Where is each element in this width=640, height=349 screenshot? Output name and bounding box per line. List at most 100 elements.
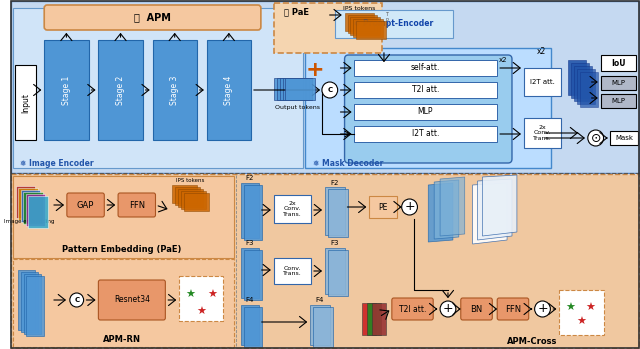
Text: F2: F2 [330,180,339,186]
Bar [282,78,312,100]
Text: +: + [306,60,324,80]
Text: IPS tokens: IPS tokens [176,178,204,183]
Bar [244,185,262,240]
Text: ★: ★ [207,290,218,300]
Text: T2I att.: T2I att. [412,86,439,95]
Bar [26,194,45,226]
Text: Pattern Embedding (PaE): Pattern Embedding (PaE) [62,245,182,254]
Text: Mask: Mask [615,135,633,141]
Bar [577,69,595,104]
Text: MLP: MLP [611,98,625,104]
Bar [184,193,209,211]
Text: ❅ Prompt-Encoder: ❅ Prompt-Encoder [354,20,433,29]
Bar [179,276,223,321]
Text: C: C [327,87,332,93]
Text: Stage 1: Stage 1 [62,75,71,105]
Text: ❅ Image Encoder: ❅ Image Encoder [20,158,93,168]
Bar [355,104,497,120]
Text: IPS tokens: IPS tokens [343,7,376,12]
Text: x2: x2 [537,47,546,57]
Bar [276,78,306,100]
Bar [44,40,88,140]
Text: ★: ★ [185,290,195,300]
Bar [11,174,639,348]
Bar [568,60,586,95]
Bar [280,78,309,100]
Bar [559,290,604,335]
Text: 🔥 PaE: 🔥 PaE [284,7,308,16]
Bar [285,78,315,100]
Bar [274,78,303,100]
Bar [351,17,380,35]
Circle shape [440,301,456,317]
Circle shape [322,82,338,98]
Circle shape [534,301,550,317]
FancyBboxPatch shape [67,193,104,217]
Bar [524,68,561,96]
Text: T
P
S: T P S [385,12,388,28]
Bar [207,40,251,140]
FancyBboxPatch shape [392,298,433,320]
Bar [13,176,234,258]
Text: ★: ★ [196,307,207,317]
Bar [20,272,38,332]
Bar [574,66,592,101]
Text: MLP: MLP [417,107,433,117]
Bar [328,250,348,296]
Text: 🔥  APM: 🔥 APM [134,13,171,22]
Bar [313,307,333,347]
Bar [274,258,311,284]
Bar [241,305,259,345]
Text: APM-RN: APM-RN [103,335,141,344]
Bar [611,131,638,145]
Bar [325,187,344,235]
Bar [15,65,36,140]
Bar [178,189,203,207]
Bar [11,1,639,173]
Bar [325,248,344,294]
Bar [172,185,197,203]
Bar [600,76,636,90]
Text: MLP: MLP [611,80,625,86]
Text: +: + [404,200,415,214]
Circle shape [402,199,417,215]
Polygon shape [472,183,507,244]
Bar [274,3,382,53]
Text: FFN: FFN [129,200,145,209]
Bar [600,55,636,71]
Text: ★: ★ [565,303,575,313]
Text: BN: BN [470,304,483,313]
Bar [524,118,561,148]
Bar [335,10,453,38]
Bar [13,8,303,168]
Text: F4: F4 [316,297,324,303]
Bar [328,189,348,237]
FancyBboxPatch shape [118,193,156,217]
Bar [367,303,381,335]
Polygon shape [434,180,459,239]
Bar [348,15,377,33]
Bar [152,40,197,140]
Bar [175,187,200,205]
Polygon shape [483,175,517,236]
Text: Image embedding: Image embedding [4,220,54,224]
Text: I2T att.: I2T att. [530,79,555,85]
FancyBboxPatch shape [497,298,529,320]
Text: F2: F2 [246,175,254,181]
Text: self-att.: self-att. [411,64,440,73]
Bar [356,21,386,39]
Text: Output tokens: Output tokens [275,105,320,111]
Bar [18,188,38,220]
Text: F3: F3 [330,240,339,246]
Text: C: C [74,297,79,303]
Text: FFN: FFN [505,304,521,313]
Text: IoU: IoU [611,59,625,67]
Bar [99,40,143,140]
Text: Input: Input [21,93,30,113]
Bar [344,13,374,31]
Bar [18,270,35,330]
Bar [355,126,497,142]
Bar [355,60,497,76]
Bar [28,196,47,228]
Text: 2x
Conv.
Trans.: 2x Conv. Trans. [533,125,552,141]
